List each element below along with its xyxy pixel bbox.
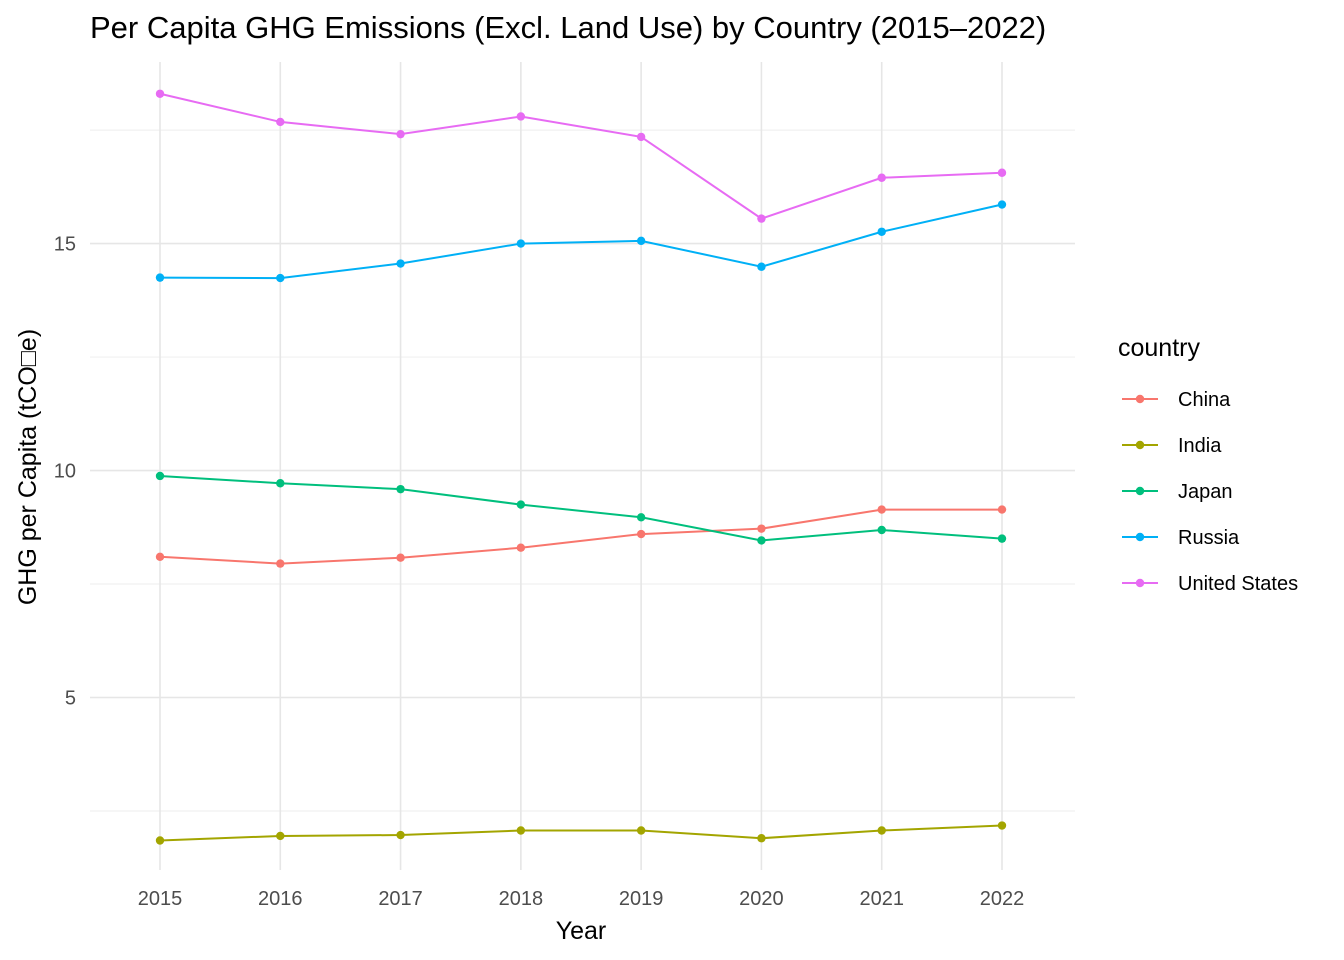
data-point-japan	[396, 484, 405, 494]
data-point-united-states	[757, 214, 766, 223]
legend: country China India Japan Russia United Stat…	[1118, 334, 1298, 595]
axes: 5 10 15 2015 2016 2017 2018 2019 2020 2021 2022	[54, 234, 1025, 910]
legend-label-japan: Japan	[1178, 481, 1233, 503]
data-point-united-states	[155, 89, 165, 98]
y-tick-label: 15	[54, 234, 76, 256]
x-axis-title: Year	[556, 917, 607, 945]
series-line-united-states	[159, 92, 1003, 220]
legend-label-united-states: United States	[1178, 573, 1298, 595]
legend-label-china: China	[1178, 389, 1231, 411]
data-point-russia	[516, 239, 526, 248]
x-tick-label: 2021	[859, 888, 904, 910]
legend-key-point-india	[1135, 440, 1145, 450]
data-point-india	[396, 830, 405, 840]
data-point-india	[155, 836, 165, 845]
x-tick-label: 2017	[378, 888, 423, 910]
data-point-russia	[276, 273, 285, 283]
data-point-russia	[877, 227, 886, 236]
series-line-japan	[159, 474, 1003, 542]
data-point-india	[757, 834, 766, 843]
gridlines	[90, 62, 1075, 870]
data-point-china	[757, 524, 766, 533]
data-point-china	[155, 552, 165, 561]
data-point-china	[276, 559, 285, 568]
series-line-china	[159, 508, 1002, 565]
chart-title: Per Capita GHG Emissions (Excl. Land Use…	[90, 10, 1047, 45]
y-axis-title: GHG per Capita (tCO□e)	[14, 329, 42, 605]
data-point-united-states	[396, 129, 405, 139]
x-tick-label: 2019	[619, 888, 664, 910]
data-point-united-states	[276, 117, 285, 127]
x-tick-label: 2016	[258, 888, 303, 910]
data-point-japan	[877, 525, 886, 535]
legend-key-point-china	[1135, 394, 1145, 404]
data-point-china	[997, 505, 1007, 514]
data-point-russia	[636, 236, 646, 246]
data-point-japan	[276, 479, 285, 488]
legend-key-point-russia	[1135, 532, 1145, 542]
data-point-united-states	[877, 173, 886, 182]
data-point-china	[516, 543, 526, 552]
data-point-japan	[516, 500, 526, 509]
data-point-united-states	[516, 112, 526, 121]
data-point-russia	[757, 262, 766, 271]
data-point-japan	[155, 471, 165, 481]
legend-title: country	[1118, 334, 1200, 362]
data-point-india	[877, 826, 886, 835]
series-lines	[159, 92, 1003, 842]
y-tick-label: 10	[54, 461, 76, 483]
data-point-russia	[155, 273, 165, 282]
data-point-india	[636, 826, 646, 835]
data-point-china	[396, 553, 405, 562]
data-point-india	[997, 821, 1007, 830]
data-point-japan	[757, 536, 766, 545]
data-point-united-states	[636, 132, 646, 142]
x-tick-label: 2020	[739, 888, 784, 910]
data-point-china	[877, 505, 886, 514]
data-point-india	[276, 831, 285, 841]
data-point-united-states	[997, 168, 1007, 177]
series-line-india	[159, 824, 1003, 842]
x-tick-label: 2018	[499, 888, 544, 910]
data-point-india	[516, 826, 526, 835]
legend-label-india: India	[1178, 435, 1222, 457]
y-tick-label: 5	[65, 688, 76, 710]
legend-key-point-japan	[1135, 486, 1145, 496]
legend-key-point-united-states	[1135, 578, 1145, 588]
data-point-japan	[636, 513, 646, 522]
legend-label-russia: Russia	[1178, 527, 1240, 549]
data-point-russia	[997, 200, 1007, 209]
data-point-japan	[997, 534, 1007, 543]
data-point-china	[636, 529, 646, 539]
x-tick-label: 2015	[138, 888, 183, 910]
series-points	[155, 89, 1007, 845]
data-point-russia	[396, 259, 405, 268]
series-line-russia	[159, 203, 1003, 280]
x-tick-label: 2022	[980, 888, 1025, 910]
